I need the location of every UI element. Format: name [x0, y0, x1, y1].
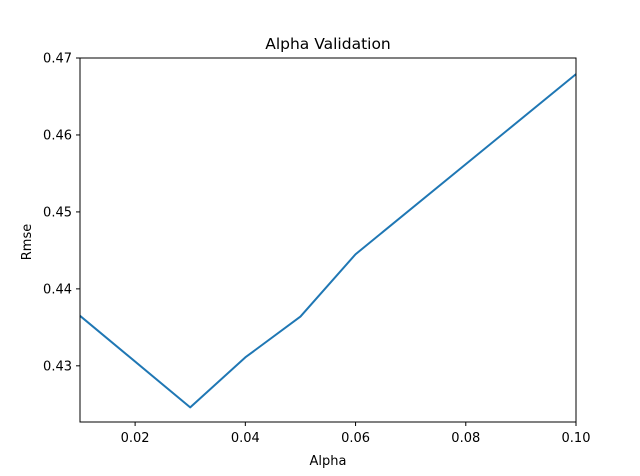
chart-title: Alpha Validation	[265, 35, 391, 53]
x-tick-label: 0.02	[121, 431, 150, 446]
plot-frame	[79, 57, 577, 423]
x-axis-label: Alpha	[310, 454, 347, 469]
y-tick-label: 0.44	[43, 282, 72, 297]
y-tick-label: 0.43	[43, 359, 72, 374]
y-tick-label: 0.45	[43, 205, 72, 220]
series-line-0	[79, 73, 577, 409]
y-axis-label: Rmse	[20, 224, 35, 260]
plot-area: 0.02 0.04 0.06 0.08 0.10 0.43 0.44 0.45 0.46 0.47	[43, 52, 590, 447]
y-tick-label: 0.46	[43, 128, 72, 143]
x-tick-label: 0.10	[562, 431, 591, 446]
x-tick-label: 0.08	[451, 431, 480, 446]
x-tick-label: 0.06	[341, 431, 370, 446]
x-tick-label: 0.04	[231, 431, 260, 446]
y-tick-label: 0.47	[43, 52, 72, 67]
